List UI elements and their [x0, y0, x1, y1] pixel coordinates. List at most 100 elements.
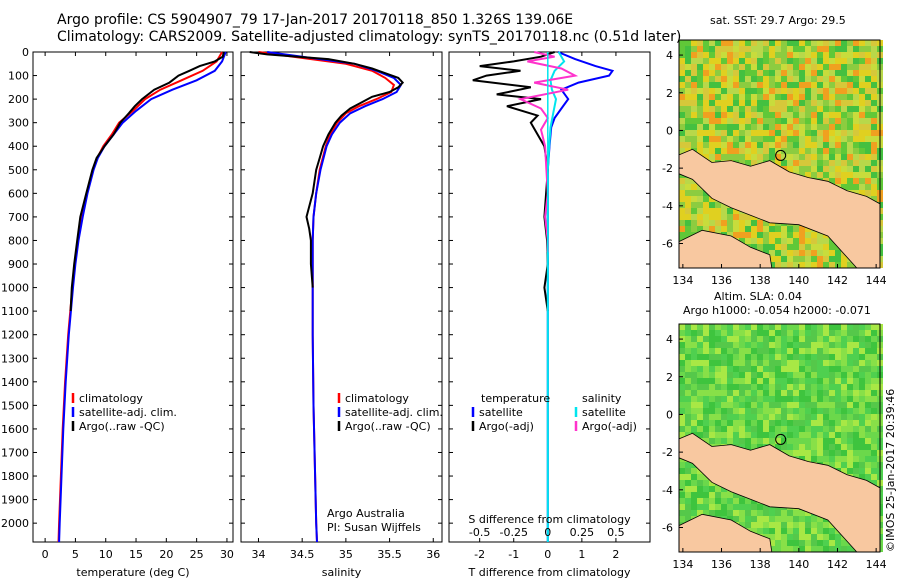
sla_map-cell	[721, 492, 727, 498]
sla_map-cell	[775, 324, 781, 330]
sla_map-cell	[733, 366, 739, 372]
sst_map-cell	[763, 76, 769, 82]
sst_map-cell	[787, 148, 793, 154]
sst_map-cell	[685, 118, 691, 124]
sla_map-cell	[685, 372, 691, 378]
sla_map-cell	[817, 378, 823, 384]
temperature-series-argo	[69, 51, 225, 312]
sla_map-cell	[691, 396, 697, 402]
sla_map-cell	[745, 420, 751, 426]
sst_map-cell	[697, 214, 703, 220]
sla_map-cell	[811, 534, 817, 540]
sst_map-cell	[751, 130, 757, 136]
sla_map-cell	[787, 432, 793, 438]
sst_map-cell	[781, 232, 787, 238]
sla_map-cell	[841, 330, 847, 336]
sla_map-cell	[679, 390, 685, 396]
sst_map-cell	[853, 142, 859, 148]
sst_map-cell	[793, 112, 799, 118]
sst_map-cell	[853, 40, 859, 46]
sst_map-cell	[853, 58, 859, 64]
sla_map-cell	[691, 486, 697, 492]
sla_map-cell	[703, 438, 709, 444]
sla_map-cell	[745, 390, 751, 396]
sla_map-cell	[757, 348, 763, 354]
sst_map-cell	[691, 88, 697, 94]
sla_map-cell	[799, 366, 805, 372]
sla_map-cell	[817, 420, 823, 426]
sla_map-cell	[709, 510, 715, 516]
sst_map-cell	[745, 220, 751, 226]
sst_map-cell	[709, 76, 715, 82]
sla_map-cell	[691, 372, 697, 378]
sst_map-cell	[787, 238, 793, 244]
sla_map-cell	[787, 348, 793, 354]
sla_map-cell	[865, 408, 871, 414]
sst_map-cell	[847, 118, 853, 124]
sst_map-cell	[829, 262, 835, 268]
sla_map-cell	[715, 390, 721, 396]
sst_map-cell	[775, 118, 781, 124]
salinity-xtick-label: 35	[339, 548, 353, 561]
sla_map-cell	[733, 342, 739, 348]
difference-s-tick-label: -0.5	[469, 526, 490, 539]
sst_map-cell	[823, 166, 829, 172]
sla_map-cell	[835, 462, 841, 468]
temperature-xtick-label: 25	[190, 548, 204, 561]
sst_map-cell	[841, 256, 847, 262]
sst_map-cell	[715, 226, 721, 232]
sla_map-cell	[709, 486, 715, 492]
sst_map-cell	[769, 52, 775, 58]
sst_map-cell	[793, 118, 799, 124]
sla_map-cell	[859, 414, 865, 420]
sla_map-cell	[799, 438, 805, 444]
sst_map-cell	[811, 244, 817, 250]
sla_map-cell	[775, 342, 781, 348]
sst_map-cell	[685, 70, 691, 76]
sst_map-cell	[841, 166, 847, 172]
sst_map-cell	[691, 64, 697, 70]
sla_map-cell	[745, 504, 751, 510]
sla_map-cell	[733, 336, 739, 342]
sst_map-cell	[871, 100, 877, 106]
sla_map-cell	[823, 534, 829, 540]
sla_map-cell	[685, 324, 691, 330]
sst_map-cell	[829, 106, 835, 112]
sst_map-cell	[811, 112, 817, 118]
sst_map-cell	[859, 178, 865, 184]
sst_map-cell	[775, 256, 781, 262]
sla_map-cell	[733, 354, 739, 360]
sst_map-cell	[745, 76, 751, 82]
sst_map-cell	[757, 88, 763, 94]
sla_map-cell	[739, 402, 745, 408]
difference-frame	[448, 51, 651, 543]
sla_map-cell	[805, 342, 811, 348]
sla_map-cell	[733, 378, 739, 384]
sla_map-cell	[787, 420, 793, 426]
sla_map-cell	[763, 324, 769, 330]
sst_map-cell	[691, 118, 697, 124]
sst_map-cell	[811, 130, 817, 136]
sst_map-cell	[781, 100, 787, 106]
sst_map-cell	[793, 58, 799, 64]
sst_map-cell	[799, 238, 805, 244]
sla_map-cell	[751, 396, 757, 402]
sla_map-cell	[763, 384, 769, 390]
sst_map-cell	[841, 112, 847, 118]
sst_map-cell	[709, 40, 715, 46]
sla_map-cell	[733, 510, 739, 516]
sst_map-cell	[685, 190, 691, 196]
sla_map-cell	[757, 516, 763, 522]
sla_map-cell	[709, 414, 715, 420]
sla_map-cell	[871, 432, 877, 438]
sst_map-cell	[709, 106, 715, 112]
sla_map-cell	[787, 414, 793, 420]
sst_map-cell	[745, 100, 751, 106]
sst_map-cell	[865, 100, 871, 106]
sst_map-cell	[685, 64, 691, 70]
depth-tick-label: 800	[8, 234, 29, 247]
difference-s-tick-label: 0.5	[607, 526, 625, 539]
sla_map-cell	[793, 384, 799, 390]
sst_map-cell	[757, 112, 763, 118]
sst_map-cell	[691, 70, 697, 76]
